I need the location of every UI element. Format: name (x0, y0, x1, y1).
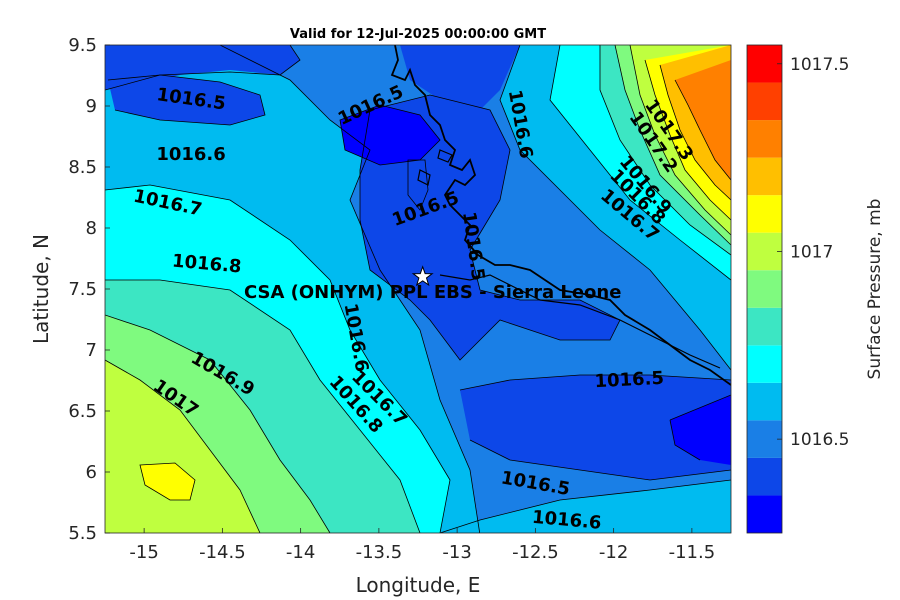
y-tick-label: 7 (86, 340, 97, 361)
y-tick-label: 9.5 (68, 35, 97, 56)
x-axis-ticks: -15 -14.5 -14 -13.5 -13 -12.5 -12 -11.5 (129, 528, 715, 563)
x-tick-label: -11.5 (669, 542, 716, 563)
x-axis-label: Longitude, E (356, 573, 481, 597)
x-tick-label: -13.5 (356, 542, 403, 563)
colorbar-segment (747, 457, 782, 496)
y-tick-label: 8 (86, 218, 97, 239)
site-label: CSA (ONHYM) PPL EBS - Sierra Leone (244, 282, 621, 303)
colorbar-segment (747, 120, 782, 158)
site-star-icon (411, 265, 434, 287)
colorbar (747, 45, 782, 533)
colorbar-segment (747, 232, 782, 271)
y-axis-label: Latitude, N (29, 234, 53, 344)
contour-label: 1016.5 (594, 368, 664, 393)
colorbar-segment (747, 307, 782, 346)
map-title: Valid for 12-Jul-2025 00:00:00 GMT (290, 27, 546, 42)
contour-field: 1016.51016.61016.71016.81016.910171016.5… (105, 45, 731, 534)
colorbar-segment (747, 270, 782, 308)
colorbar-segment (747, 345, 782, 383)
y-tick-label: 6 (86, 462, 97, 483)
colorbar-segment (747, 382, 782, 421)
colorbar-tick-label: 1017 (790, 242, 833, 262)
colorbar-frame (746, 44, 783, 534)
x-tick-label: -13 (442, 542, 471, 563)
y-tick-label: 9 (86, 96, 97, 117)
x-tick-label: -15 (129, 542, 158, 563)
y-tick-label: 5.5 (68, 523, 97, 544)
colorbar-segment (747, 157, 782, 196)
colorbar-segment (747, 45, 782, 83)
x-tick-label: -14.5 (199, 542, 246, 563)
colorbar-segment (747, 495, 782, 533)
y-tick-label: 7.5 (68, 279, 97, 300)
colorbar-tick-label: 1016.5 (790, 430, 849, 450)
y-tick-label: 6.5 (68, 401, 97, 422)
colorbar-segment (747, 420, 782, 458)
colorbar-segment (747, 82, 782, 121)
site-layer: CSA (ONHYM) PPL EBS - Sierra Leone (244, 265, 621, 303)
x-tick-label: -14 (286, 542, 315, 563)
x-tick-label: -12 (599, 542, 628, 563)
colorbar-ticks: 1016.5 1017 1017.5 (777, 55, 849, 450)
y-axis-ticks: 5.5 6 6.5 7 7.5 8 8.5 9 9.5 (68, 35, 110, 544)
y-tick-label: 8.5 (68, 157, 97, 178)
colorbar-segment (747, 195, 782, 233)
contour-label: 1016.6 (531, 507, 602, 534)
colorbar-tick-label: 1017.5 (790, 55, 849, 75)
x-tick-label: -12.5 (512, 542, 559, 563)
contour-label: 1016.6 (156, 144, 225, 165)
coastline (390, 45, 731, 386)
colorbar-label: Surface Pressure, mb (865, 199, 885, 380)
